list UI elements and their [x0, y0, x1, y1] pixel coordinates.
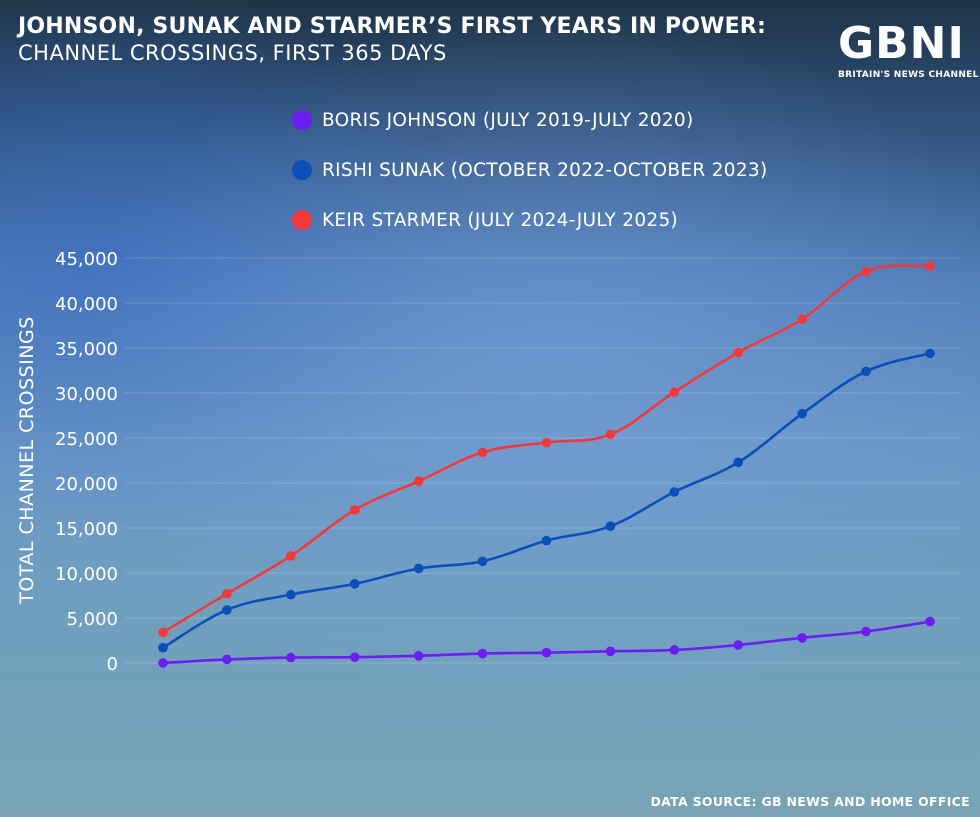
logo-mark: GBNI [838, 18, 965, 69]
data-point-sunak [286, 589, 296, 600]
data-point-sunak [925, 348, 935, 359]
data-point-johnson [797, 633, 807, 643]
y-tick-label: 0 [107, 654, 118, 675]
series-line-starmer [161, 264, 932, 634]
y-tick-label: 5,000 [66, 609, 118, 630]
legend-item-sunak: RISHI SUNAK (OCTOBER 2022-OCTOBER 2023) [292, 154, 768, 186]
data-point-sunak [222, 605, 232, 615]
data-point-johnson [861, 626, 871, 637]
y-tick-label: 30,000 [55, 384, 118, 405]
data-point-sunak [349, 579, 360, 589]
legend: BORIS JOHNSON (JULY 2019-JULY 2020) RISH… [292, 104, 768, 254]
data-source: DATA SOURCE: GB NEWS AND HOME OFFICE [650, 794, 970, 809]
y-tick-label: 40,000 [55, 294, 118, 315]
data-point-sunak [861, 366, 871, 377]
data-point-sunak [797, 408, 807, 419]
data-point-sunak [158, 642, 168, 653]
y-tick-label: 20,000 [55, 474, 118, 495]
data-point-johnson [222, 654, 232, 665]
data-point-johnson [413, 651, 424, 661]
gb-news-logo: GBNI BRITAIN'S NEWS CHANNEL [838, 18, 979, 81]
data-point-johnson [158, 658, 168, 668]
data-point-starmer [158, 627, 168, 638]
data-point-starmer [669, 387, 680, 397]
y-tick-label: 10,000 [55, 564, 118, 585]
data-point-starmer [541, 437, 552, 448]
title-block: JOHNSON, SUNAK AND STARMER’S FIRST YEARS… [18, 14, 766, 66]
data-point-sunak [733, 457, 744, 468]
data-point-johnson [349, 652, 360, 662]
data-point-starmer [222, 588, 232, 599]
legend-label-johnson: BORIS JOHNSON (JULY 2019-JULY 2020) [322, 109, 694, 131]
chart-title: JOHNSON, SUNAK AND STARMER’S FIRST YEARS… [18, 14, 766, 39]
data-point-johnson [286, 652, 296, 663]
data-point-starmer [861, 266, 871, 277]
legend-label-starmer: KEIR STARMER (JULY 2024-JULY 2025) [322, 209, 679, 231]
logo-tagline: BRITAIN'S NEWS CHANNEL [838, 70, 979, 80]
data-point-johnson [605, 646, 616, 657]
y-tick-label: 25,000 [55, 429, 118, 450]
data-point-starmer [797, 314, 807, 325]
data-point-starmer [733, 347, 744, 358]
data-points [158, 261, 935, 668]
data-point-sunak [541, 535, 552, 546]
legend-dot-sunak [292, 160, 312, 180]
legend-item-starmer: KEIR STARMER (JULY 2024-JULY 2025) [292, 204, 768, 236]
y-axis-label: TOTAL CHANNEL CROSSINGS [16, 316, 38, 605]
y-tick-label: 15,000 [55, 519, 118, 540]
data-point-sunak [669, 487, 680, 497]
y-tick-label: 35,000 [55, 339, 118, 360]
data-point-sunak [413, 563, 424, 574]
data-point-starmer [925, 261, 935, 271]
data-point-johnson [925, 616, 935, 627]
data-point-sunak [605, 521, 616, 531]
data-point-starmer [413, 476, 424, 487]
legend-dot-johnson [292, 110, 312, 130]
legend-label-sunak: RISHI SUNAK (OCTOBER 2022-OCTOBER 2023) [322, 159, 768, 181]
data-point-johnson [733, 640, 744, 650]
chart-subtitle: CHANNEL CROSSINGS, FIRST 365 DAYS [18, 41, 447, 65]
data-point-johnson [541, 647, 552, 658]
y-axis-ticks: 0 5,000 10,000 15,000 20,000 25,000 30,000 35,0… [55, 249, 118, 675]
data-point-starmer [286, 551, 296, 561]
data-point-johnson [477, 648, 488, 659]
series-line-sunak [161, 352, 932, 649]
data-point-johnson [669, 645, 680, 655]
data-point-starmer [605, 429, 616, 440]
data-point-sunak [477, 556, 488, 567]
series-lines [161, 264, 932, 665]
y-tick-label: 45,000 [55, 249, 118, 270]
data-point-starmer [477, 447, 488, 458]
legend-item-johnson: BORIS JOHNSON (JULY 2019-JULY 2020) [292, 104, 768, 136]
data-point-starmer [349, 505, 360, 515]
legend-dot-starmer [292, 210, 312, 230]
